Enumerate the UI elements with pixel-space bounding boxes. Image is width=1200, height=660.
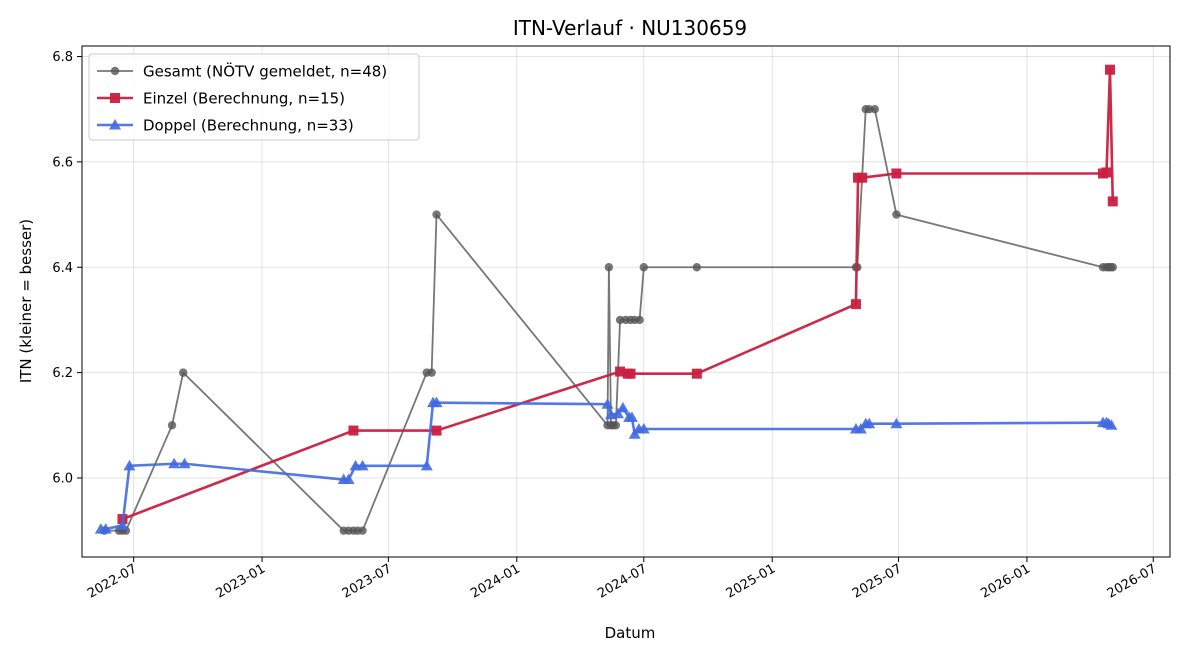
x-axis-label: Datum [605,624,656,642]
data-point [639,263,648,272]
data-point [432,210,441,219]
series-triangle [94,396,1118,534]
data-point [601,398,614,409]
legend-label: Einzel (Berechnung, n=15) [143,90,345,108]
data-point [637,422,650,434]
data-point [168,457,181,469]
legend-label: Gesamt (NÖTV gemeldet, n=48) [143,62,387,81]
data-point [691,368,702,379]
series-circle [100,105,1117,535]
data-point [167,421,177,430]
data-point [1107,196,1118,207]
data-point [891,168,902,179]
data-point [604,263,614,272]
data-point [892,210,901,219]
legend-marker [110,93,120,103]
data-point [178,368,188,377]
data-point [431,425,442,436]
data-point [178,457,191,469]
data-point [1104,64,1115,75]
y-tick-label: 6.8 [52,50,73,65]
data-point [123,459,136,471]
legend-marker [110,66,120,76]
chart-title: ITN-Verlauf · NU130659 [513,16,747,40]
data-point [116,519,129,530]
data-point [342,473,355,485]
data-point [99,523,112,534]
legend-item: Gesamt (NÖTV gemeldet, n=48) [97,62,387,81]
data-point [854,422,867,434]
data-point [358,526,367,535]
data-point [616,401,629,413]
series-square [117,64,1118,525]
data-point [850,299,861,310]
data-point [615,366,626,377]
data-point [890,417,903,429]
legend-label: Doppel (Berechnung, n=33) [143,117,354,135]
data-point [420,459,433,471]
data-point [1105,419,1118,430]
data-point [692,263,702,272]
plot-frame [81,45,1171,558]
y-tick-label: 6.6 [52,155,73,170]
data-point [1108,263,1117,272]
legend-box [88,53,420,141]
y-axis-label: ITN (kleiner = besser) [17,219,35,383]
data-point [430,396,443,408]
data-point [857,172,868,183]
data-point [611,421,621,430]
data-point [356,459,369,471]
y-tick-label: 6.2 [52,366,73,381]
legend-item: Doppel (Berechnung, n=33) [97,117,354,135]
data-point [628,428,641,439]
data-point [348,425,359,436]
y-tick-label: 6.4 [52,261,73,276]
data-point [635,315,644,325]
legend-item: Einzel (Berechnung, n=15) [97,90,345,108]
data-point [1101,167,1112,178]
data-point [870,105,879,114]
y-tick-label: 6.0 [52,471,73,486]
data-point [427,368,436,377]
data-point [625,368,636,379]
data-point [611,407,624,419]
legend-marker [109,119,121,130]
data-point [863,417,876,429]
series-layer [94,64,1118,535]
legend: Gesamt (NÖTV gemeldet, n=48) Einzel (Bere… [88,53,420,141]
data-point [625,411,638,422]
